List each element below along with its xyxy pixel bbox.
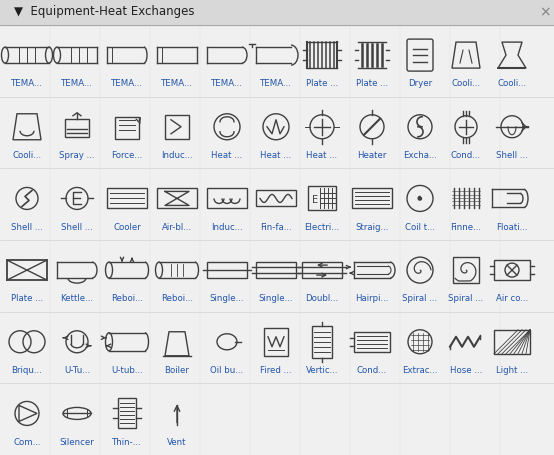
Bar bbox=[115, 117, 139, 139]
Text: Extrac...: Extrac... bbox=[402, 366, 438, 375]
Bar bbox=[207, 262, 247, 278]
Text: Air-bl...: Air-bl... bbox=[162, 222, 192, 232]
Bar bbox=[264, 328, 288, 356]
Text: TEMA...: TEMA... bbox=[260, 79, 292, 88]
Text: ×: × bbox=[539, 5, 551, 19]
Text: Single...: Single... bbox=[259, 294, 293, 303]
Text: Heat ...: Heat ... bbox=[212, 151, 243, 160]
Text: Cooli...: Cooli... bbox=[12, 151, 42, 160]
Text: E: E bbox=[312, 196, 318, 206]
Text: Induc...: Induc... bbox=[161, 151, 193, 160]
Text: Electri...: Electri... bbox=[305, 222, 340, 232]
Bar bbox=[308, 187, 336, 210]
Text: Thin-...: Thin-... bbox=[112, 438, 142, 447]
Text: Heat ...: Heat ... bbox=[306, 151, 337, 160]
Text: Doubl...: Doubl... bbox=[305, 294, 338, 303]
Bar bbox=[256, 191, 296, 207]
Bar bbox=[107, 188, 147, 208]
Text: TEMA...: TEMA... bbox=[211, 79, 243, 88]
Text: Finne...: Finne... bbox=[450, 222, 481, 232]
Bar bbox=[312, 326, 332, 358]
Text: Cooler: Cooler bbox=[113, 222, 141, 232]
Text: Cooli...: Cooli... bbox=[452, 79, 480, 88]
Bar bbox=[302, 262, 342, 278]
Bar bbox=[453, 257, 479, 283]
Bar bbox=[354, 332, 390, 352]
Bar bbox=[352, 188, 392, 208]
Text: Cond...: Cond... bbox=[357, 366, 387, 375]
Text: ▼  Equipment-Heat Exchanges: ▼ Equipment-Heat Exchanges bbox=[14, 5, 194, 19]
Text: Kettle...: Kettle... bbox=[60, 294, 94, 303]
Text: Excha...: Excha... bbox=[403, 151, 437, 160]
Text: Spray ...: Spray ... bbox=[59, 151, 95, 160]
Bar bbox=[494, 260, 530, 280]
Bar bbox=[65, 119, 89, 137]
Text: Reboi...: Reboi... bbox=[161, 294, 193, 303]
Text: Fin-fa...: Fin-fa... bbox=[260, 222, 292, 232]
Text: TEMA...: TEMA... bbox=[111, 79, 143, 88]
Text: Spiral ...: Spiral ... bbox=[448, 294, 484, 303]
Text: Heat ...: Heat ... bbox=[260, 151, 291, 160]
Text: Oil bu...: Oil bu... bbox=[211, 366, 244, 375]
Text: Plate ...: Plate ... bbox=[306, 79, 338, 88]
Text: Vertic...: Vertic... bbox=[306, 366, 338, 375]
Text: Straig...: Straig... bbox=[355, 222, 389, 232]
Text: Reboi...: Reboi... bbox=[111, 294, 143, 303]
Bar bbox=[7, 260, 47, 280]
Text: U-tub...: U-tub... bbox=[111, 366, 143, 375]
Text: Shell ...: Shell ... bbox=[496, 151, 528, 160]
Text: Heater: Heater bbox=[357, 151, 387, 160]
Bar bbox=[256, 262, 296, 278]
Text: Cond...: Cond... bbox=[451, 151, 481, 160]
Text: U-Tu...: U-Tu... bbox=[64, 366, 90, 375]
Text: Silencer: Silencer bbox=[60, 438, 94, 447]
Text: Air co...: Air co... bbox=[496, 294, 528, 303]
Text: Cooli...: Cooli... bbox=[497, 79, 526, 88]
Bar bbox=[118, 399, 136, 429]
Text: Plate ...: Plate ... bbox=[356, 79, 388, 88]
Text: Boiler: Boiler bbox=[165, 366, 189, 375]
Text: TEMA...: TEMA... bbox=[161, 79, 193, 88]
Bar bbox=[165, 115, 189, 139]
Text: Shell ...: Shell ... bbox=[61, 222, 93, 232]
Text: Hairpi...: Hairpi... bbox=[355, 294, 389, 303]
Text: Vent: Vent bbox=[167, 438, 187, 447]
Text: Shell ...: Shell ... bbox=[11, 222, 43, 232]
Text: Coil t...: Coil t... bbox=[405, 222, 435, 232]
Bar bbox=[494, 330, 530, 354]
Text: Dryer: Dryer bbox=[408, 79, 432, 88]
Bar bbox=[0, 0, 554, 25]
Text: Spiral ...: Spiral ... bbox=[402, 294, 438, 303]
Text: Induc...: Induc... bbox=[211, 222, 243, 232]
Text: Briqu...: Briqu... bbox=[12, 366, 42, 375]
Text: Force...: Force... bbox=[111, 151, 142, 160]
Text: Plate ...: Plate ... bbox=[11, 294, 43, 303]
Text: Hose ...: Hose ... bbox=[450, 366, 482, 375]
Text: Light ...: Light ... bbox=[496, 366, 528, 375]
Text: TEMA...: TEMA... bbox=[11, 79, 43, 88]
Text: Single...: Single... bbox=[210, 294, 244, 303]
Text: Com...: Com... bbox=[13, 438, 41, 447]
Text: Fired ...: Fired ... bbox=[260, 366, 292, 375]
Bar bbox=[157, 188, 197, 208]
Bar bbox=[207, 188, 247, 208]
Text: TEMA...: TEMA... bbox=[61, 79, 93, 88]
Text: Floati...: Floati... bbox=[496, 222, 528, 232]
